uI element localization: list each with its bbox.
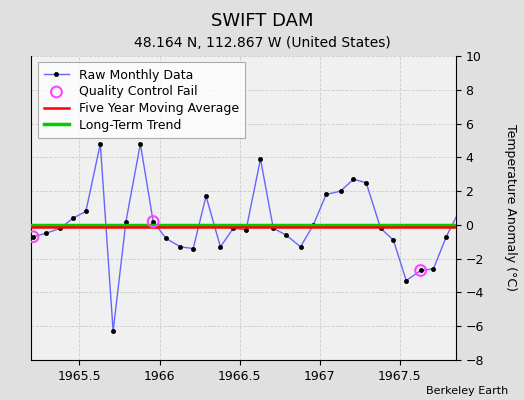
Raw Monthly Data [190, 246, 196, 251]
Raw Monthly Data [430, 266, 436, 271]
Raw Monthly Data [337, 189, 344, 194]
Raw Monthly Data [471, 178, 477, 183]
Raw Monthly Data [457, 206, 464, 210]
Raw Monthly Data [377, 226, 384, 231]
Text: SWIFT DAM: SWIFT DAM [211, 12, 313, 30]
Raw Monthly Data [298, 244, 304, 249]
Raw Monthly Data [283, 233, 289, 238]
Raw Monthly Data [163, 236, 169, 241]
Raw Monthly Data [418, 268, 424, 273]
Raw Monthly Data [403, 278, 409, 283]
Text: 48.164 N, 112.867 W (United States): 48.164 N, 112.867 W (United States) [134, 36, 390, 50]
Raw Monthly Data [443, 234, 450, 239]
Raw Monthly Data [110, 329, 116, 334]
Raw Monthly Data [137, 142, 144, 146]
Raw Monthly Data [270, 226, 277, 231]
Raw Monthly Data [123, 219, 129, 224]
Line: Raw Monthly Data: Raw Monthly Data [31, 142, 476, 333]
Quality Control Fail [29, 234, 37, 240]
Raw Monthly Data [57, 226, 63, 231]
Raw Monthly Data [350, 177, 356, 182]
Raw Monthly Data [203, 194, 209, 198]
Legend: Raw Monthly Data, Quality Control Fail, Five Year Moving Average, Long-Term Tren: Raw Monthly Data, Quality Control Fail, … [38, 62, 245, 138]
Raw Monthly Data [257, 157, 264, 162]
Raw Monthly Data [310, 222, 316, 227]
Raw Monthly Data [243, 228, 249, 232]
Y-axis label: Temperature Anomaly (°C): Temperature Anomaly (°C) [504, 124, 517, 292]
Raw Monthly Data [43, 231, 49, 236]
Raw Monthly Data [390, 238, 397, 242]
Raw Monthly Data [83, 209, 89, 214]
Text: Berkeley Earth: Berkeley Earth [426, 386, 508, 396]
Raw Monthly Data [97, 142, 103, 146]
Raw Monthly Data [217, 244, 224, 249]
Quality Control Fail [470, 178, 478, 184]
Raw Monthly Data [230, 226, 236, 231]
Raw Monthly Data [323, 192, 329, 197]
Quality Control Fail [149, 218, 157, 225]
Raw Monthly Data [70, 216, 76, 220]
Quality Control Fail [417, 267, 425, 274]
Raw Monthly Data [150, 219, 156, 224]
Raw Monthly Data [177, 244, 183, 249]
Raw Monthly Data [30, 234, 36, 239]
Raw Monthly Data [363, 180, 369, 185]
